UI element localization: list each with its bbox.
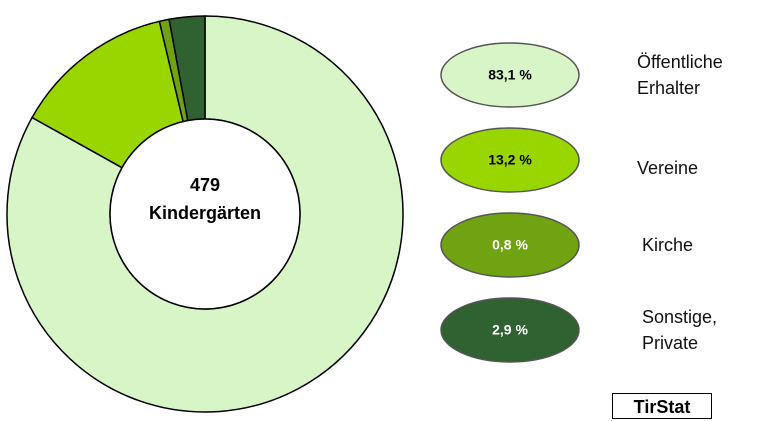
value-label: 2,9 % (492, 322, 528, 338)
value-label: 83,1 % (488, 67, 532, 83)
legend-label: Sonstige, Private (642, 307, 718, 353)
legend-swatch (440, 297, 580, 363)
donut-hole (109, 118, 301, 310)
legend-swatch (440, 212, 580, 278)
legend-swatch (440, 127, 580, 193)
center-label: Kindergärten (149, 203, 261, 223)
legend-swatch (440, 42, 580, 108)
legend-label: Öffentliche Erhalter (637, 52, 723, 98)
source-label: TirStat (612, 393, 712, 419)
center-total: 479 (190, 175, 220, 195)
legend-label: Vereine (637, 158, 699, 178)
legend-label: Kirche (642, 235, 694, 255)
value-label: 0,8 % (492, 237, 528, 253)
value-label: 13,2 % (488, 152, 532, 168)
